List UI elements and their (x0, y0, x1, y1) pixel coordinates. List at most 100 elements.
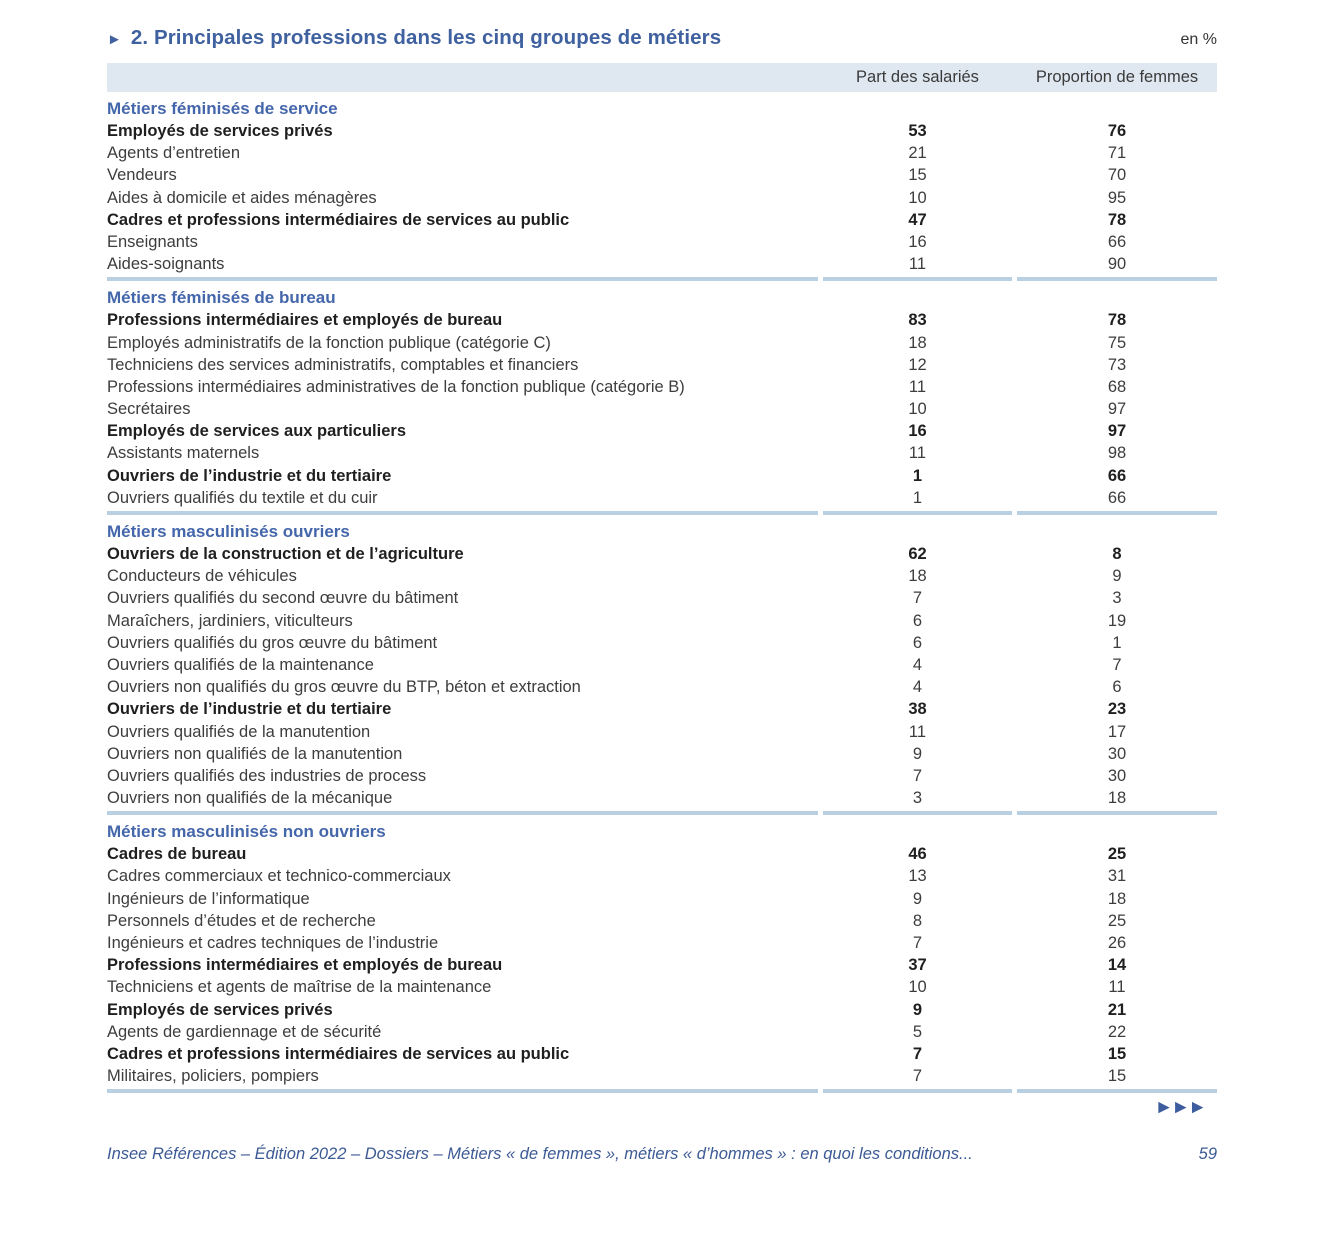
row-label: Ouvriers qualifiés du gros œuvre du bâti… (107, 633, 438, 652)
proportion-femmes-value: 25 (1107, 845, 1127, 864)
part-salaries-value: 47 (908, 210, 927, 229)
table-row: Employés de services aux particuliers 16 9… (107, 420, 1217, 442)
proportion-femmes-value: 18 (1107, 889, 1127, 908)
row-label: Ingénieurs et cadres techniques de l’ind… (107, 934, 439, 952)
divider-segment (107, 1089, 818, 1094)
divider-segment (1017, 811, 1217, 816)
row-label: Techniciens des services administratifs,… (107, 355, 579, 374)
divider-segment (1017, 277, 1217, 282)
proportion-femmes-value: 22 (1107, 1022, 1127, 1041)
row-label: Aides à domicile et aides ménagères (107, 188, 377, 207)
unit-label: en % (1180, 31, 1217, 48)
part-salaries-value: 16 (908, 422, 927, 441)
professions-table: Part des salariés Proportion de femmes M… (107, 63, 1217, 1094)
row-label: Ouvriers de l’industrie et du tertiaire (107, 466, 392, 485)
table-row: Ouvriers de l’industrie et du tertiaire 3… (107, 698, 1217, 720)
row-label: Agents de gardiennage et de sécurité (107, 1022, 382, 1041)
part-salaries-value: 5 (912, 1022, 923, 1041)
part-salaries-value: 16 (908, 232, 927, 251)
column-header-proportion-femmes: Proportion de femmes (1035, 68, 1199, 86)
part-salaries-value: 7 (912, 589, 923, 608)
part-salaries-value: 21 (908, 144, 927, 163)
row-label: Employés de services privés (107, 1000, 333, 1019)
footer-source: Insee Références – Édition 2022 – Dossie… (107, 1145, 973, 1164)
table-row: Militaires, policiers, pompiers 7 15 (107, 1065, 1217, 1087)
table-row: Conducteurs de véhicules 18 9 (107, 565, 1217, 587)
part-salaries-value: 9 (912, 744, 923, 763)
part-salaries-value: 10 (908, 188, 927, 207)
row-label: Militaires, policiers, pompiers (107, 1067, 319, 1086)
part-salaries-value: 18 (908, 567, 927, 586)
part-salaries-value: 9 (912, 1000, 923, 1019)
proportion-femmes-value: 6 (1112, 678, 1122, 697)
row-label: Employés de services privés (107, 122, 333, 140)
row-label: Employés administratifs de la fonction p… (107, 333, 551, 352)
proportion-femmes-value: 30 (1107, 766, 1127, 785)
proportion-femmes-value: 76 (1107, 122, 1127, 140)
proportion-femmes-value: 78 (1107, 311, 1127, 330)
table-row: Ouvriers qualifiés du gros œuvre du bâti… (107, 632, 1217, 654)
row-label: Ouvriers qualifiés des industries de pro… (107, 766, 427, 785)
divider-segment (107, 511, 818, 515)
row-label: Ouvriers de l’industrie et du tertiaire (107, 700, 392, 719)
proportion-femmes-value: 71 (1107, 144, 1127, 163)
table-row: Professions intermédiaires et employés d… (107, 309, 1217, 331)
proportion-femmes-value: 97 (1107, 422, 1127, 441)
group-heading: Métiers masculinisés non ouvriers (107, 822, 386, 842)
divider-segment (823, 277, 1012, 282)
table-row: Ouvriers qualifiés du second œuvre du bâ… (107, 587, 1217, 609)
part-salaries-value: 53 (908, 122, 927, 140)
table-row: Agents d’entretien 21 71 (107, 142, 1217, 164)
group-heading: Métiers féminisés de bureau (107, 288, 336, 308)
row-label: Personnels d’études et de recherche (107, 911, 376, 930)
table-row: Employés de services privés 53 76 (107, 120, 1217, 142)
row-label: Enseignants (107, 232, 198, 251)
row-label: Employés de services aux particuliers (107, 422, 406, 441)
proportion-femmes-value: 75 (1107, 333, 1127, 352)
title-main: ► 2. Principales professions dans les ci… (107, 26, 721, 50)
part-salaries-value: 13 (908, 867, 927, 886)
part-salaries-value: 38 (908, 700, 927, 719)
table-row: Ouvriers de l’industrie et du tertiaire 1… (107, 465, 1217, 487)
proportion-femmes-value: 30 (1107, 744, 1127, 763)
part-salaries-value: 7 (912, 934, 923, 952)
divider-segment (1017, 1089, 1217, 1094)
part-salaries-value: 11 (908, 255, 927, 274)
proportion-femmes-value: 19 (1107, 611, 1127, 630)
table-row: Ouvriers non qualifiés de la mécanique 3 1… (107, 787, 1217, 809)
row-label: Techniciens et agents de maîtrise de la … (107, 978, 492, 997)
row-label: Agents d’entretien (107, 144, 241, 163)
proportion-femmes-value: 8 (1112, 545, 1122, 563)
table-row: Vendeurs 15 70 (107, 164, 1217, 186)
divider-segment (107, 811, 818, 816)
proportion-femmes-value: 9 (1112, 567, 1122, 586)
table-row: Ouvriers qualifiés de la maintenance 4 7 (107, 654, 1217, 676)
row-label: Ouvriers de la construction et de l’agri… (107, 545, 464, 563)
divider-segment (107, 277, 818, 282)
proportion-femmes-value: 15 (1107, 1067, 1127, 1086)
page-number: 59 (1198, 1145, 1217, 1164)
proportion-femmes-value: 66 (1107, 488, 1127, 507)
divider-segment (823, 811, 1012, 816)
proportion-femmes-value: 31 (1107, 867, 1127, 886)
table-row: Assistants maternels 11 98 (107, 442, 1217, 464)
proportion-femmes-value: 66 (1107, 466, 1127, 485)
title-arrow-icon: ► (107, 30, 122, 48)
table-row: Cadres commerciaux et technico-commercia… (107, 865, 1217, 887)
row-label: Ouvriers qualifiés du textile et du cuir (107, 488, 378, 507)
section-divider (107, 1089, 1217, 1094)
part-salaries-value: 7 (912, 766, 923, 785)
proportion-femmes-value: 68 (1107, 377, 1127, 396)
row-label: Cadres et professions intermédiaires de … (107, 210, 570, 229)
table-row: Employés de services privés 9 21 (107, 999, 1217, 1021)
row-label: Cadres et professions intermédiaires de … (107, 1044, 570, 1063)
row-label: Conducteurs de véhicules (107, 567, 297, 586)
proportion-femmes-value: 18 (1107, 789, 1127, 808)
part-salaries-value: 4 (912, 678, 923, 697)
table-row: Cadres et professions intermédiaires de … (107, 209, 1217, 231)
title-row: ► 2. Principales professions dans les ci… (107, 26, 1217, 50)
divider-segment (823, 1089, 1012, 1094)
table-row: Professions intermédiaires et employés d… (107, 954, 1217, 976)
divider-segment (823, 511, 1012, 515)
